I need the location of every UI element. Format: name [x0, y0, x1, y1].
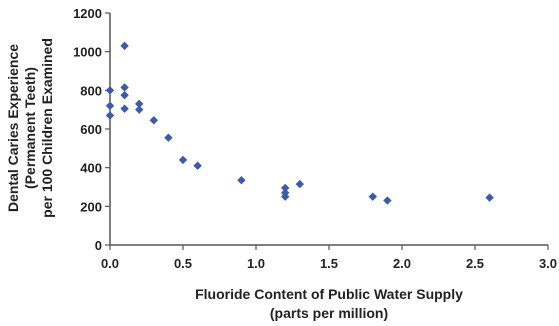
plot-area: 0 200 400 600 800 1000 1200 0.0 0.5 1.0 1.5 2.0 2.5… [73, 6, 557, 271]
data-point-marker [135, 99, 144, 109]
y-tick-label: 800 [80, 83, 102, 98]
x-tick-label: 2.0 [393, 256, 411, 271]
y-tick-label: 200 [80, 199, 102, 214]
data-point-marker [120, 83, 129, 92]
x-tick-label: 1.5 [320, 256, 338, 271]
data-point-marker [135, 105, 144, 114]
data-point-marker [281, 192, 290, 201]
data-point-marker [178, 155, 188, 165]
data-point-marker [383, 196, 392, 205]
y-tick-label: 1000 [73, 45, 102, 60]
data-point-marker [164, 133, 173, 142]
data-point-marker [105, 111, 115, 120]
data-point-marker [237, 176, 246, 185]
data-point-marker [295, 179, 304, 189]
x-tick-label: 1.0 [247, 256, 265, 271]
data-point-marker [281, 183, 290, 193]
y-axis-title-line-2: (Permanent Teeth) [22, 67, 38, 189]
y-axis-title-line-3: per 100 Children Examined [39, 38, 55, 218]
data-point-marker [193, 161, 202, 170]
data-point-marker [120, 104, 129, 113]
data-points [105, 41, 494, 205]
y-tick-label: 1200 [73, 6, 102, 21]
y-axis-ticks: 0 200 400 600 800 1000 1200 [73, 6, 110, 253]
x-axis-title-line-1: Fluoride Content of Public Water Supply [195, 286, 463, 302]
x-axis-title-line-2: (parts per million) [270, 305, 388, 321]
x-tick-label: 2.5 [466, 256, 484, 271]
y-tick-label: 0 [95, 238, 102, 253]
x-tick-label: 3.0 [539, 256, 557, 271]
data-point-marker [368, 192, 377, 201]
data-point-marker [120, 41, 129, 51]
data-point-marker [120, 90, 129, 100]
x-axis-ticks: 0.0 0.5 1.0 1.5 2.0 2.5 3.0 [101, 245, 557, 271]
x-tick-label: 0.0 [101, 256, 119, 271]
y-tick-label: 400 [80, 161, 102, 176]
y-axis-title-line-1: Dental Caries Experience [5, 44, 21, 212]
data-point-marker [105, 86, 115, 95]
y-tick-label: 600 [80, 122, 102, 137]
data-point-marker [485, 193, 494, 202]
data-point-marker [149, 116, 158, 125]
data-point-marker [105, 101, 115, 110]
x-tick-label: 0.5 [174, 256, 192, 271]
